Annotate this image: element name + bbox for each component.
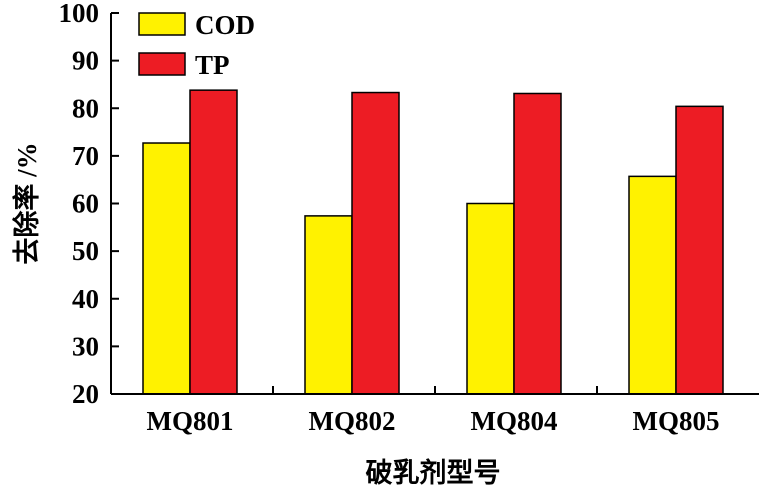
y-tick-label: 80 <box>72 93 99 123</box>
bars <box>142 89 724 395</box>
bar-tp-mq801 <box>189 89 238 395</box>
x-axis-tick-labels: MQ801 MQ802 MQ804 MQ805 <box>147 386 720 436</box>
y-tick-label: 20 <box>72 379 99 409</box>
legend: COD TP <box>138 10 255 80</box>
y-tick-label: 70 <box>72 141 99 171</box>
legend-swatch-cod <box>138 12 186 36</box>
legend-label-tp: TP <box>195 50 230 80</box>
y-tick-label: 40 <box>72 284 99 314</box>
x-tick-label: MQ802 <box>309 406 396 436</box>
y-tick-label: 30 <box>72 331 99 361</box>
bar-cod-mq802 <box>304 215 353 395</box>
bar-cod-mq805 <box>628 175 677 395</box>
y-axis-title: 去除率 /% <box>11 142 42 264</box>
x-tick-label: MQ804 <box>471 406 558 436</box>
x-tick-label: MQ801 <box>147 406 234 436</box>
y-tick-label: 100 <box>59 0 100 28</box>
y-tick-label: 90 <box>72 46 99 76</box>
y-tick-label: 60 <box>72 189 99 219</box>
y-axis-ticks: 20 30 40 50 60 70 80 90 100 <box>59 0 119 409</box>
x-tick-label: MQ805 <box>633 406 720 436</box>
bar-tp-mq805 <box>675 105 724 395</box>
x-axis-title: 破乳剂型号 <box>366 458 501 488</box>
bar-cod-mq801 <box>142 142 191 395</box>
legend-swatch-tp <box>138 52 186 76</box>
bar-cod-mq804 <box>466 202 515 395</box>
legend-label-cod: COD <box>195 10 255 40</box>
bar-tp-mq804 <box>513 92 562 395</box>
y-tick-label: 50 <box>72 236 99 266</box>
bar-tp-mq802 <box>351 91 400 395</box>
